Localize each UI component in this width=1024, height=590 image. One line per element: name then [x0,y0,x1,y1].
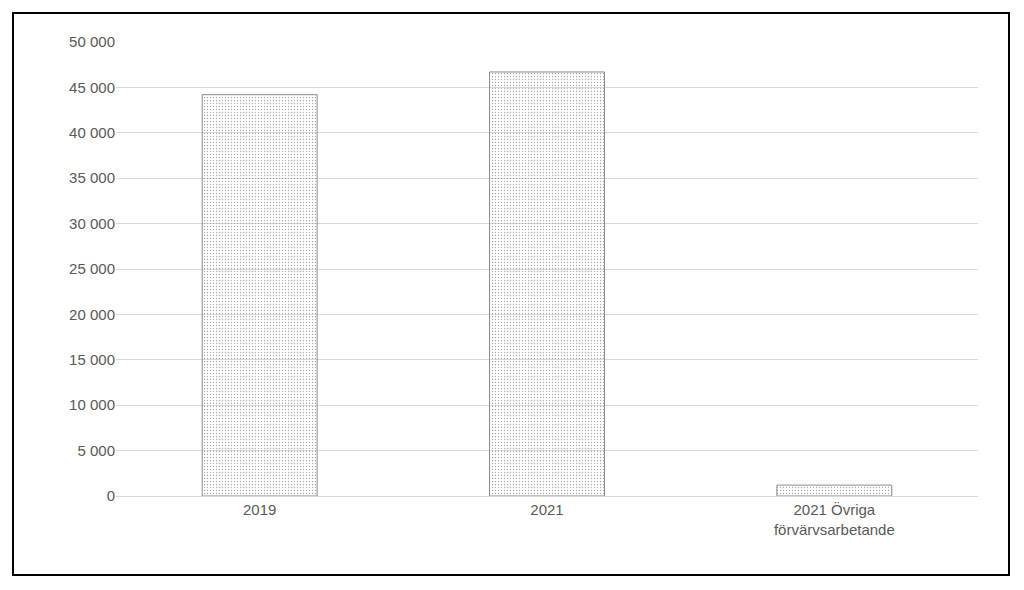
svg-text:2021: 2021 [530,501,563,518]
svg-text:20 000: 20 000 [69,306,115,323]
svg-text:15 000: 15 000 [69,351,115,368]
svg-text:30 000: 30 000 [69,215,115,232]
svg-text:10 000: 10 000 [69,396,115,413]
svg-text:2021 Övrigaförvärvsarbetande: 2021 Övrigaförvärvsarbetande [774,501,895,538]
svg-text:0: 0 [107,487,115,504]
svg-text:25 000: 25 000 [69,260,115,277]
svg-text:50 000: 50 000 [69,33,115,50]
svg-text:5 000: 5 000 [77,442,115,459]
svg-text:40 000: 40 000 [69,124,115,141]
svg-text:45 000: 45 000 [69,79,115,96]
svg-text:2019: 2019 [243,501,276,518]
svg-text:35 000: 35 000 [69,169,115,186]
